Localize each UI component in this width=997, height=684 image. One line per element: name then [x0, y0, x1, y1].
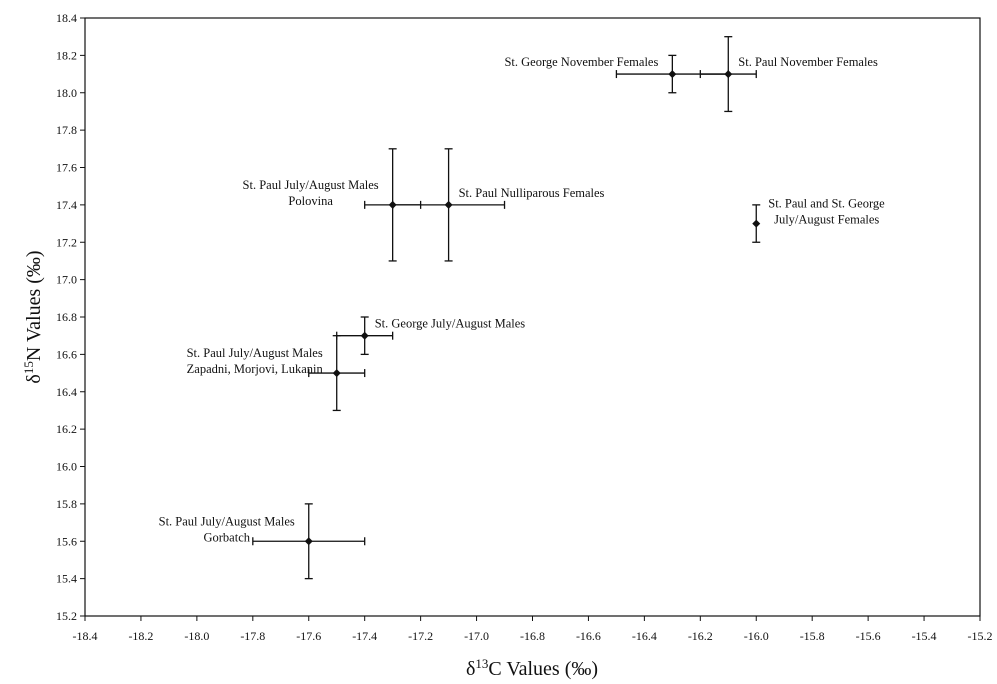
x-tick-label: -17.6	[296, 629, 321, 643]
x-tick-label: -15.2	[968, 629, 993, 643]
x-tick-label: -17.4	[352, 629, 377, 643]
y-tick-label: 15.2	[56, 609, 77, 623]
x-tick-label: -17.0	[464, 629, 489, 643]
data-point-marker	[304, 537, 313, 546]
y-tick-label: 18.0	[56, 86, 77, 100]
point-label: Polovina	[288, 194, 333, 208]
point-label: Zapadni, Morjovi, Lukanin	[187, 362, 324, 376]
x-tick-label: -16.4	[632, 629, 657, 643]
y-tick-label: 17.8	[56, 123, 77, 137]
y-tick-label: 16.2	[56, 422, 77, 436]
point-label: St. George July/August Males	[375, 317, 526, 331]
x-tick-label: -15.8	[800, 629, 825, 643]
data-points	[252, 36, 761, 580]
y-tick-label: 18.4	[56, 11, 77, 25]
y-tick-label: 15.4	[56, 572, 77, 586]
y-axis: 15.2 15.4 15.6 15.8 16.0 16.2 16.4 16.6 16.8 17.0…	[56, 11, 85, 623]
point-label: Gorbatch	[203, 530, 250, 544]
x-tick-label: -16.8	[520, 629, 545, 643]
y-tick-label: 16.0	[56, 460, 77, 474]
y-tick-label: 17.4	[56, 198, 77, 212]
x-tick-label: -16.2	[688, 629, 713, 643]
data-point-group	[699, 36, 757, 113]
data-point-marker	[332, 369, 341, 378]
x-tick-label: -15.4	[912, 629, 937, 643]
x-tick-label: -15.6	[856, 629, 881, 643]
y-tick-label: 17.6	[56, 161, 77, 175]
x-tick-label: -16.0	[744, 629, 769, 643]
x-tick-label: -17.2	[408, 629, 433, 643]
x-tick-label: -18.4	[73, 629, 98, 643]
data-point-marker	[444, 200, 453, 209]
point-label: July/August Females	[774, 213, 879, 227]
y-tick-label: 16.8	[56, 310, 77, 324]
data-point-group	[752, 204, 761, 243]
x-tick-label: -17.8	[240, 629, 265, 643]
x-tick-label: -18.0	[184, 629, 209, 643]
point-label: St. George November Females	[504, 55, 658, 69]
point-label: St. Paul November Females	[738, 55, 878, 69]
y-tick-label: 17.2	[56, 235, 77, 249]
data-point-group	[336, 316, 394, 356]
point-label: St. Paul July/August Males	[159, 514, 295, 528]
point-label: St. Paul July/August Males	[187, 346, 323, 360]
point-label: St. Paul and St. George	[768, 197, 885, 211]
y-tick-label: 18.2	[56, 48, 77, 62]
data-point-marker	[752, 219, 761, 228]
y-tick-label: 16.6	[56, 347, 77, 361]
x-axis-title: δ13C Values (‰)	[466, 656, 598, 681]
x-tick-label: -18.2	[128, 629, 153, 643]
y-tick-label: 15.6	[56, 534, 77, 548]
data-point-group	[392, 148, 506, 262]
data-point-marker	[724, 70, 733, 79]
y-tick-label: 15.8	[56, 497, 77, 511]
y-tick-label: 16.4	[56, 385, 77, 399]
data-point-marker	[668, 70, 677, 79]
data-point-group	[308, 335, 366, 412]
point-labels: St. George November Females St. Paul Nove…	[159, 55, 886, 544]
data-point-group	[252, 503, 366, 580]
x-axis: -18.4 -18.2 -18.0 -17.8 -17.6 -17.4 -17.2 -17.0…	[73, 616, 993, 643]
y-axis-title: δ15N Values (‰)	[21, 250, 46, 383]
data-point-marker	[360, 331, 369, 340]
x-tick-label: -16.6	[576, 629, 601, 643]
point-label: St. Paul July/August Males	[243, 178, 379, 192]
y-tick-label: 17.0	[56, 273, 77, 287]
point-label: St. Paul Nulliparous Females	[459, 186, 605, 200]
